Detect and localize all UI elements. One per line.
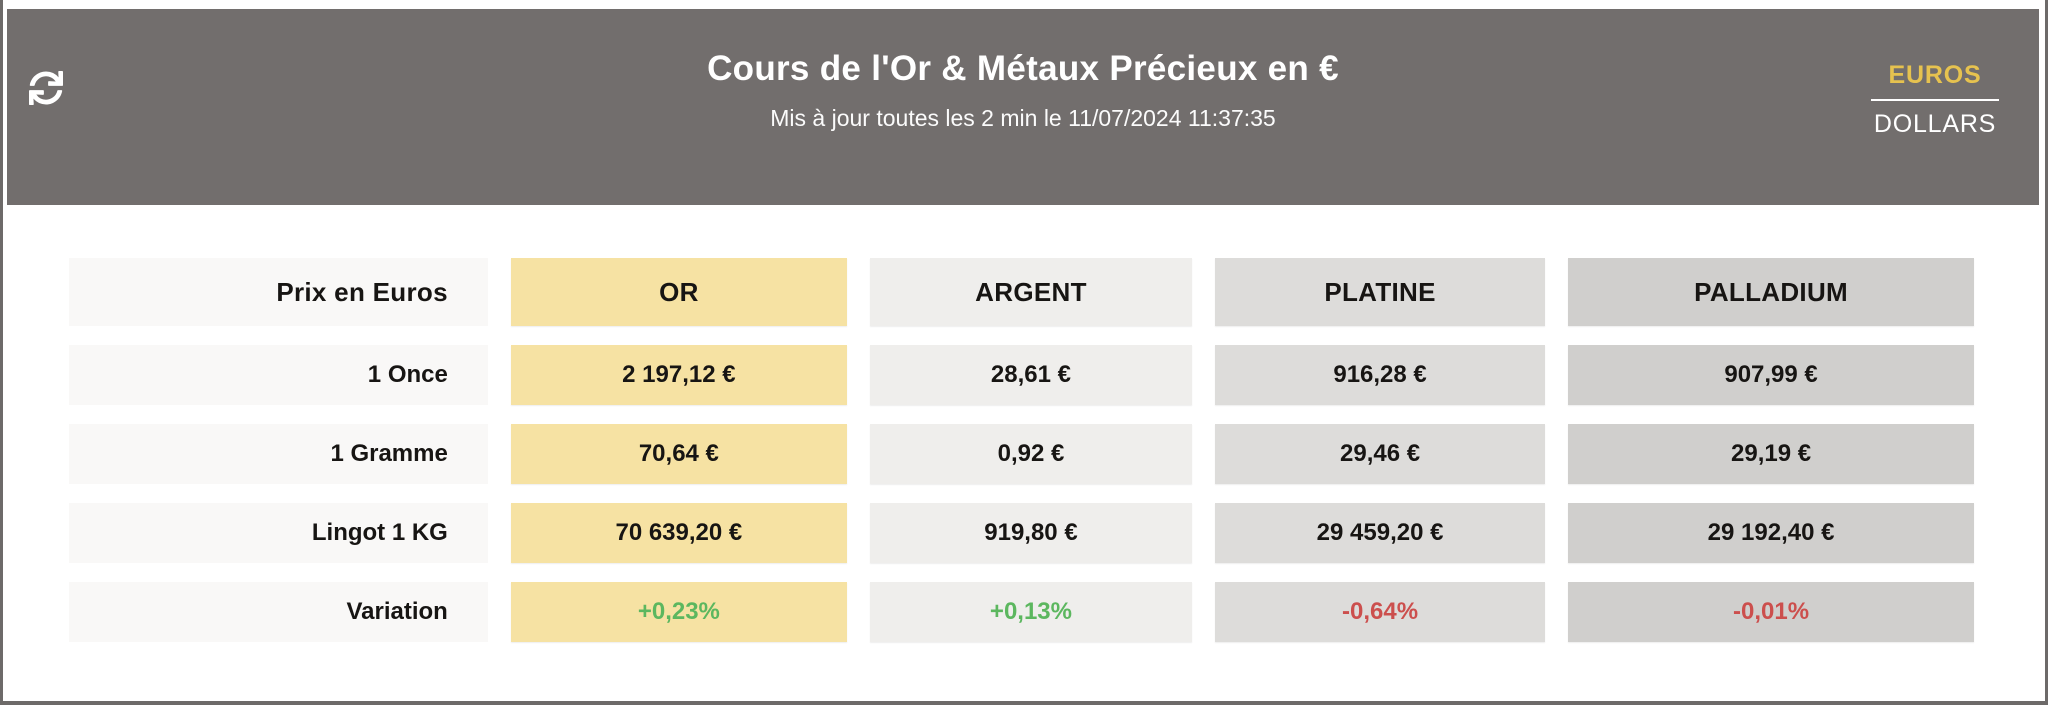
- cell-palladium-variation: -0,01%: [1568, 582, 1974, 642]
- currency-toggle-divider: [1871, 99, 1999, 101]
- corner-header-prix-en-euros: Prix en Euros: [69, 258, 488, 326]
- currency-option-dollars[interactable]: DOLLARS: [1869, 101, 2001, 139]
- update-timestamp: Mis à jour toutes les 2 min le 11/07/202…: [770, 105, 1276, 131]
- cell-argent-lingot: 919,80 €: [869, 503, 1193, 563]
- refresh-button[interactable]: [29, 71, 63, 105]
- cell-or-once: 2 197,12 €: [510, 345, 847, 405]
- currency-toggle: EUROS DOLLARS: [1869, 61, 2001, 139]
- column-header-argent: ARGENT: [869, 258, 1193, 326]
- column-header-palladium: PALLADIUM: [1568, 258, 1974, 326]
- row-label-gramme: 1 Gramme: [69, 424, 488, 484]
- cell-palladium-lingot: 29 192,40 €: [1568, 503, 1974, 563]
- cell-or-variation: +0,23%: [510, 582, 847, 642]
- row-label-variation: Variation: [69, 582, 488, 642]
- prices-table: Prix en Euros OR ARGENT PLATINE PALLADIU…: [7, 258, 2039, 642]
- cell-platine-once: 916,28 €: [1215, 345, 1546, 405]
- refresh-icon: [29, 71, 63, 108]
- column-header-or: OR: [510, 258, 847, 326]
- cell-platine-gramme: 29,46 €: [1215, 424, 1546, 484]
- header-bar: Cours de l'Or & Métaux Précieux en € Mis…: [7, 9, 2039, 205]
- cell-or-lingot: 70 639,20 €: [510, 503, 847, 563]
- row-label-lingot: Lingot 1 KG: [69, 503, 488, 563]
- currency-option-euros[interactable]: EUROS: [1869, 61, 2001, 99]
- page-title: Cours de l'Or & Métaux Précieux en €: [707, 49, 1339, 88]
- row-label-once: 1 Once: [69, 345, 488, 405]
- cell-palladium-once: 907,99 €: [1568, 345, 1974, 405]
- cell-argent-gramme: 0,92 €: [869, 424, 1193, 484]
- column-header-platine: PLATINE: [1215, 258, 1546, 326]
- cell-argent-variation: +0,13%: [869, 582, 1193, 642]
- cell-platine-lingot: 29 459,20 €: [1215, 503, 1546, 563]
- cell-argent-once: 28,61 €: [869, 345, 1193, 405]
- cell-or-gramme: 70,64 €: [510, 424, 847, 484]
- cell-palladium-gramme: 29,19 €: [1568, 424, 1974, 484]
- cell-platine-variation: -0,64%: [1215, 582, 1546, 642]
